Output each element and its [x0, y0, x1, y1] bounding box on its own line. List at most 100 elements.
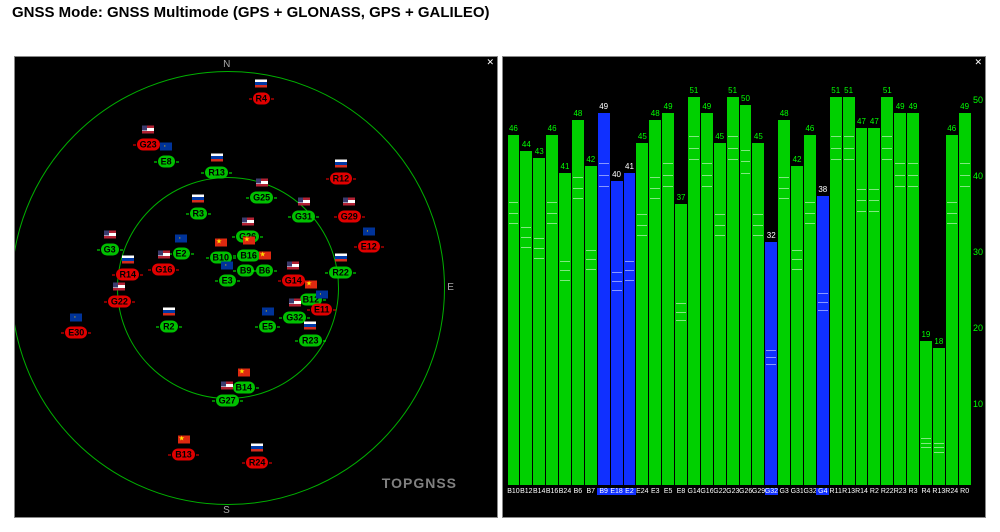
yaxis-tick: 20 — [973, 323, 983, 333]
signal-bar-R2: 47 — [868, 67, 880, 485]
flag-icon — [242, 217, 254, 225]
bar-label: E5 — [662, 488, 675, 495]
bar-label: G23 — [726, 488, 739, 495]
flag-icon — [255, 80, 267, 88]
signal-bar-G14: 51 — [688, 67, 700, 485]
signal-bar-G29: 45 — [752, 67, 764, 485]
bar-label: G29 — [752, 488, 765, 495]
signal-bar-G26: 50 — [740, 67, 752, 485]
satellite-label: R24 — [246, 457, 269, 469]
flag-icon — [160, 143, 172, 151]
satellite-label: E11 — [311, 303, 333, 315]
signal-bar-G4: 38 — [817, 67, 829, 485]
bar-value: 45 — [752, 133, 764, 141]
bar-value: 43 — [533, 148, 545, 156]
satellite-label: R23 — [299, 335, 322, 347]
signal-bar-G32: 32 — [765, 67, 777, 485]
satellite-label: R4 — [253, 93, 271, 105]
bar-label: B6 — [571, 488, 584, 495]
flag-icon — [211, 154, 223, 162]
satellite-label: G27 — [216, 395, 239, 407]
bar-value: 51 — [727, 87, 739, 95]
satellite-label: R12 — [330, 173, 353, 185]
flag-icon — [262, 307, 274, 315]
signal-bar-E18: 40 — [611, 67, 623, 485]
flag-icon — [221, 382, 233, 390]
signal-bar-E5: 49 — [662, 67, 674, 485]
satellite-label: G22 — [108, 296, 131, 308]
bar-label: R3 — [907, 488, 920, 495]
satellite-R14: R14 — [111, 256, 145, 283]
flag-icon — [335, 160, 347, 168]
flag-icon — [316, 290, 328, 298]
satellite-E8: E8 — [149, 143, 183, 170]
satellite-label: G14 — [282, 275, 305, 287]
sky-plot: NSEWR4G23E8R12G29E12R13G25G31R22G3R3G26R… — [15, 57, 497, 517]
flag-icon — [256, 179, 268, 187]
signal-bar-G3: 48 — [778, 67, 790, 485]
axis-label: N — [223, 59, 230, 70]
bar-value: 37 — [675, 194, 687, 202]
signal-bar-G23: 51 — [727, 67, 739, 485]
satellite-B13: B13 — [167, 436, 201, 463]
bar-value: 40 — [611, 171, 623, 179]
bar-label: E24 — [636, 488, 649, 495]
yaxis-tick: 30 — [973, 247, 983, 257]
bar-value: 42 — [791, 156, 803, 164]
bar-value: 18 — [933, 338, 945, 346]
bar-value: 47 — [868, 118, 880, 126]
signal-bar-labels: B10B12B14B16B24B6B7B9E18E2E24E3E5E8G14G1… — [507, 488, 971, 495]
bar-label: E8 — [675, 488, 688, 495]
satellite-label: E12 — [358, 240, 380, 252]
bar-value: 51 — [881, 87, 893, 95]
sky-plot-panel: ✕ NSEWR4G23E8R12G29E12R13G25G31R22G3R3G2… — [14, 56, 498, 518]
bar-label: G31 — [791, 488, 804, 495]
page-title: GNSS Mode: GNSS Multimode (GPS + GLONASS… — [12, 4, 490, 21]
satellite-G3: G3 — [93, 231, 127, 258]
signal-bar-R11: 51 — [830, 67, 842, 485]
bar-label: E18 — [610, 488, 623, 495]
bar-label: R14 — [855, 488, 868, 495]
bar-value: 41 — [559, 163, 571, 171]
flag-icon — [178, 436, 190, 444]
satellite-G22: G22 — [102, 283, 136, 310]
bar-value: 49 — [662, 103, 674, 111]
signal-bar-E8: 37 — [675, 67, 687, 485]
satellite-G27: G27 — [210, 382, 244, 409]
flag-icon — [298, 197, 310, 205]
flag-icon — [289, 298, 301, 306]
signal-bar-E24: 45 — [636, 67, 648, 485]
bar-label: E2 — [623, 488, 636, 495]
bar-label: G3 — [778, 488, 791, 495]
satellite-R3: R3 — [181, 194, 215, 221]
satellite-label: E30 — [65, 327, 87, 339]
signal-bar-B12: 44 — [520, 67, 532, 485]
flag-icon — [343, 197, 355, 205]
axis-label: E — [447, 282, 454, 293]
signal-bar-R3: 49 — [907, 67, 919, 485]
flag-icon — [363, 227, 375, 235]
bar-value: 46 — [546, 125, 558, 133]
signal-bar-B6: 48 — [572, 67, 584, 485]
bar-label: R13 — [842, 488, 855, 495]
bar-value: 42 — [585, 156, 597, 164]
bar-label: E3 — [649, 488, 662, 495]
bar-label: G14 — [687, 488, 700, 495]
bar-label: R2 — [868, 488, 881, 495]
satellite-R24: R24 — [240, 444, 274, 471]
flag-icon — [251, 444, 263, 452]
flag-icon — [287, 262, 299, 270]
signal-bar-R22: 51 — [881, 67, 893, 485]
satellite-E12: E12 — [352, 227, 386, 254]
signal-bar-B24: 41 — [559, 67, 571, 485]
bar-label: R23 — [894, 488, 907, 495]
close-icon[interactable]: ✕ — [974, 58, 982, 67]
flag-icon — [192, 194, 204, 202]
satellite-label: G25 — [250, 192, 273, 204]
yaxis-tick: 50 — [973, 95, 983, 105]
bar-value: 47 — [856, 118, 868, 126]
bar-label: G32 — [765, 488, 778, 495]
bar-value: 41 — [624, 163, 636, 171]
satellite-R13: R13 — [200, 154, 234, 181]
satellite-G16: G16 — [147, 250, 181, 277]
